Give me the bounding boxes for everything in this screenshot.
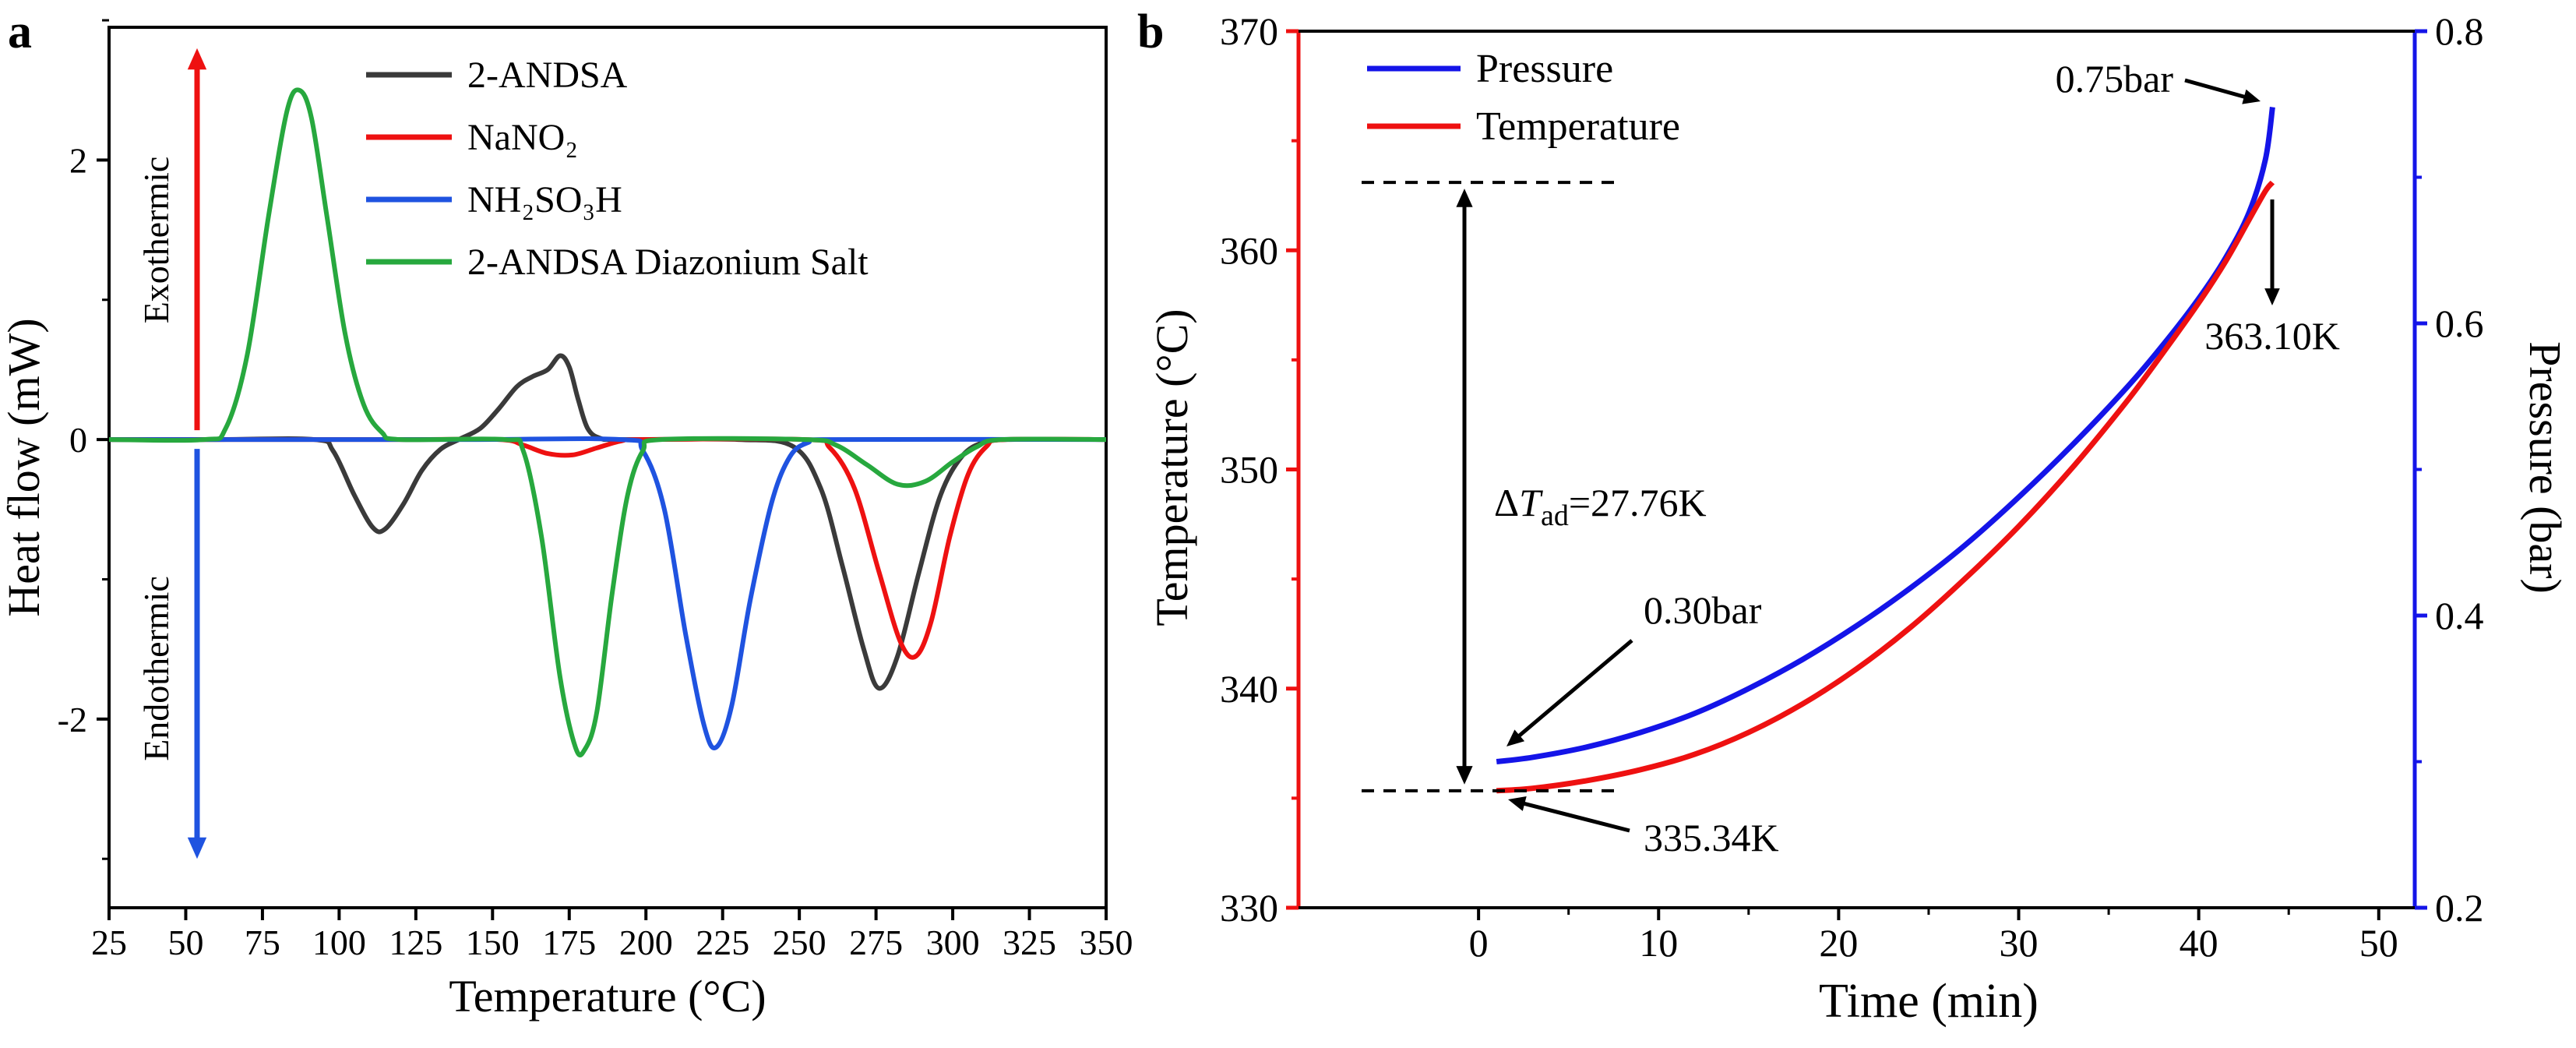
legend-label-nano2: NaNO₂ xyxy=(467,117,578,158)
series-nh2so3h xyxy=(109,436,1107,750)
panel-b-annotations: ΔTad=27.76K 0.75bar 363.10K 0.30bar 335.34K xyxy=(1362,57,2340,859)
right-y-tick-label: 0.8 xyxy=(2435,9,2484,53)
panel-b-series xyxy=(1496,107,2275,794)
panel-a-direction-arrows: Exothermic Endothermic xyxy=(136,48,207,859)
x-tick-label: 325 xyxy=(1003,923,1056,962)
x-tick-label: 100 xyxy=(312,923,366,962)
y-tick-label: 2 xyxy=(69,140,87,180)
x-tick-label: 20 xyxy=(1819,921,1858,965)
pressure-end-label: 0.75bar xyxy=(2056,57,2174,101)
legend-label-2-andsa: 2-ANDSA xyxy=(467,55,628,96)
x-tick-label: 200 xyxy=(619,923,673,962)
exothermic-label: Exothermic xyxy=(136,157,176,324)
panel-a-letter: a xyxy=(8,5,32,58)
temperature-pressure-chart: 0 10 20 30 40 50 330 340 350 360 370 0.2 0.4 0.6 0.8 Ti… xyxy=(1147,9,2571,1028)
panel-b-letter: b xyxy=(1137,5,1165,58)
legend-label-pressure: Pressure xyxy=(1476,47,1613,91)
x-tick-label: 50 xyxy=(167,923,203,962)
x-tick-label: 75 xyxy=(245,923,280,962)
left-y-tick-label: 340 xyxy=(1220,667,1278,711)
x-tick-label: 25 xyxy=(91,923,127,962)
left-y-tick-label: 350 xyxy=(1220,448,1278,492)
right-y-tick-label: 0.6 xyxy=(2435,302,2484,345)
series-pressure xyxy=(1496,107,2275,764)
y-tick-label: 0 xyxy=(69,420,87,460)
temperature-start-label: 335.34K xyxy=(1644,816,1779,859)
x-tick-label: 125 xyxy=(389,923,442,962)
delta-t-ad-label: ΔTad=27.76K xyxy=(1494,481,1707,532)
right-y-tick-label: 0.4 xyxy=(2435,594,2484,637)
x-tick-label: 175 xyxy=(542,923,596,962)
left-y-tick-label: 360 xyxy=(1220,228,1278,272)
panel-b: b 0 10 20 30 40 50 330 340 350 360 370 0.2 0.4 0.6 0.8… xyxy=(1129,0,2576,1048)
x-tick-label: 275 xyxy=(849,923,903,962)
panel-a: a 25 50 75 100 125 150 175 200 225 250 275 300 325 35… xyxy=(0,0,1133,1048)
legend-label-temperature: Temperature xyxy=(1476,104,1680,149)
panel-a-xlabel: Temperature (°C) xyxy=(449,971,766,1022)
legend-label-nh2so3h: NH₂SO₃H xyxy=(467,179,622,221)
dsc-heat-flow-chart: 25 50 75 100 125 150 175 200 225 250 275 300 325 350 -… xyxy=(0,19,1133,1022)
y-tick-label: -2 xyxy=(58,700,87,739)
x-tick-label: 350 xyxy=(1080,923,1133,962)
x-tick-label: 30 xyxy=(2000,921,2039,965)
left-y-tick-label: 330 xyxy=(1220,886,1278,930)
x-tick-label: 250 xyxy=(773,923,826,962)
panel-b-ylabel-left: Temperature (°C) xyxy=(1147,309,1197,626)
panel-b-legend: Pressure Temperature xyxy=(1367,47,1680,149)
endothermic-label: Endothermic xyxy=(136,576,176,761)
x-tick-label: 50 xyxy=(2359,921,2398,965)
panel-a-ylabel: Heat flow (mW) xyxy=(0,318,49,616)
panel-b-xlabel: Time (min) xyxy=(1819,975,2039,1028)
panel-b-axes: 0 10 20 30 40 50 330 340 350 360 370 0.2 0.4 0.6 0.8 Ti… xyxy=(1147,9,2571,1028)
right-y-tick-label: 0.2 xyxy=(2435,886,2484,930)
panel-a-series xyxy=(108,87,1107,758)
panel-a-axes: 25 50 75 100 125 150 175 200 225 250 275 300 325 350 -… xyxy=(0,19,1133,1022)
series-2-andsa-diazonium-salt xyxy=(108,87,1107,758)
pressure-start-label: 0.30bar xyxy=(1644,588,1762,632)
x-tick-label: 10 xyxy=(1639,921,1678,965)
x-tick-label: 225 xyxy=(696,923,749,962)
x-tick-label: 300 xyxy=(926,923,980,962)
series-temperature xyxy=(1496,180,2275,794)
series-2-andsa xyxy=(109,353,1107,691)
legend-label-2-andsa-diazonium-salt: 2-ANDSA Diazonium Salt xyxy=(467,242,869,283)
x-tick-label: 40 xyxy=(2180,921,2218,965)
x-tick-label: 0 xyxy=(1469,921,1489,965)
left-y-tick-label: 370 xyxy=(1220,9,1278,53)
temperature-end-label: 363.10K xyxy=(2204,314,2340,358)
x-tick-label: 150 xyxy=(466,923,520,962)
panel-b-ylabel-right: Pressure (bar) xyxy=(2520,341,2571,594)
panel-a-legend: 2-ANDSA NaNO₂ NH₂SO₃H 2-ANDSA Diazonium Sal… xyxy=(366,55,869,283)
